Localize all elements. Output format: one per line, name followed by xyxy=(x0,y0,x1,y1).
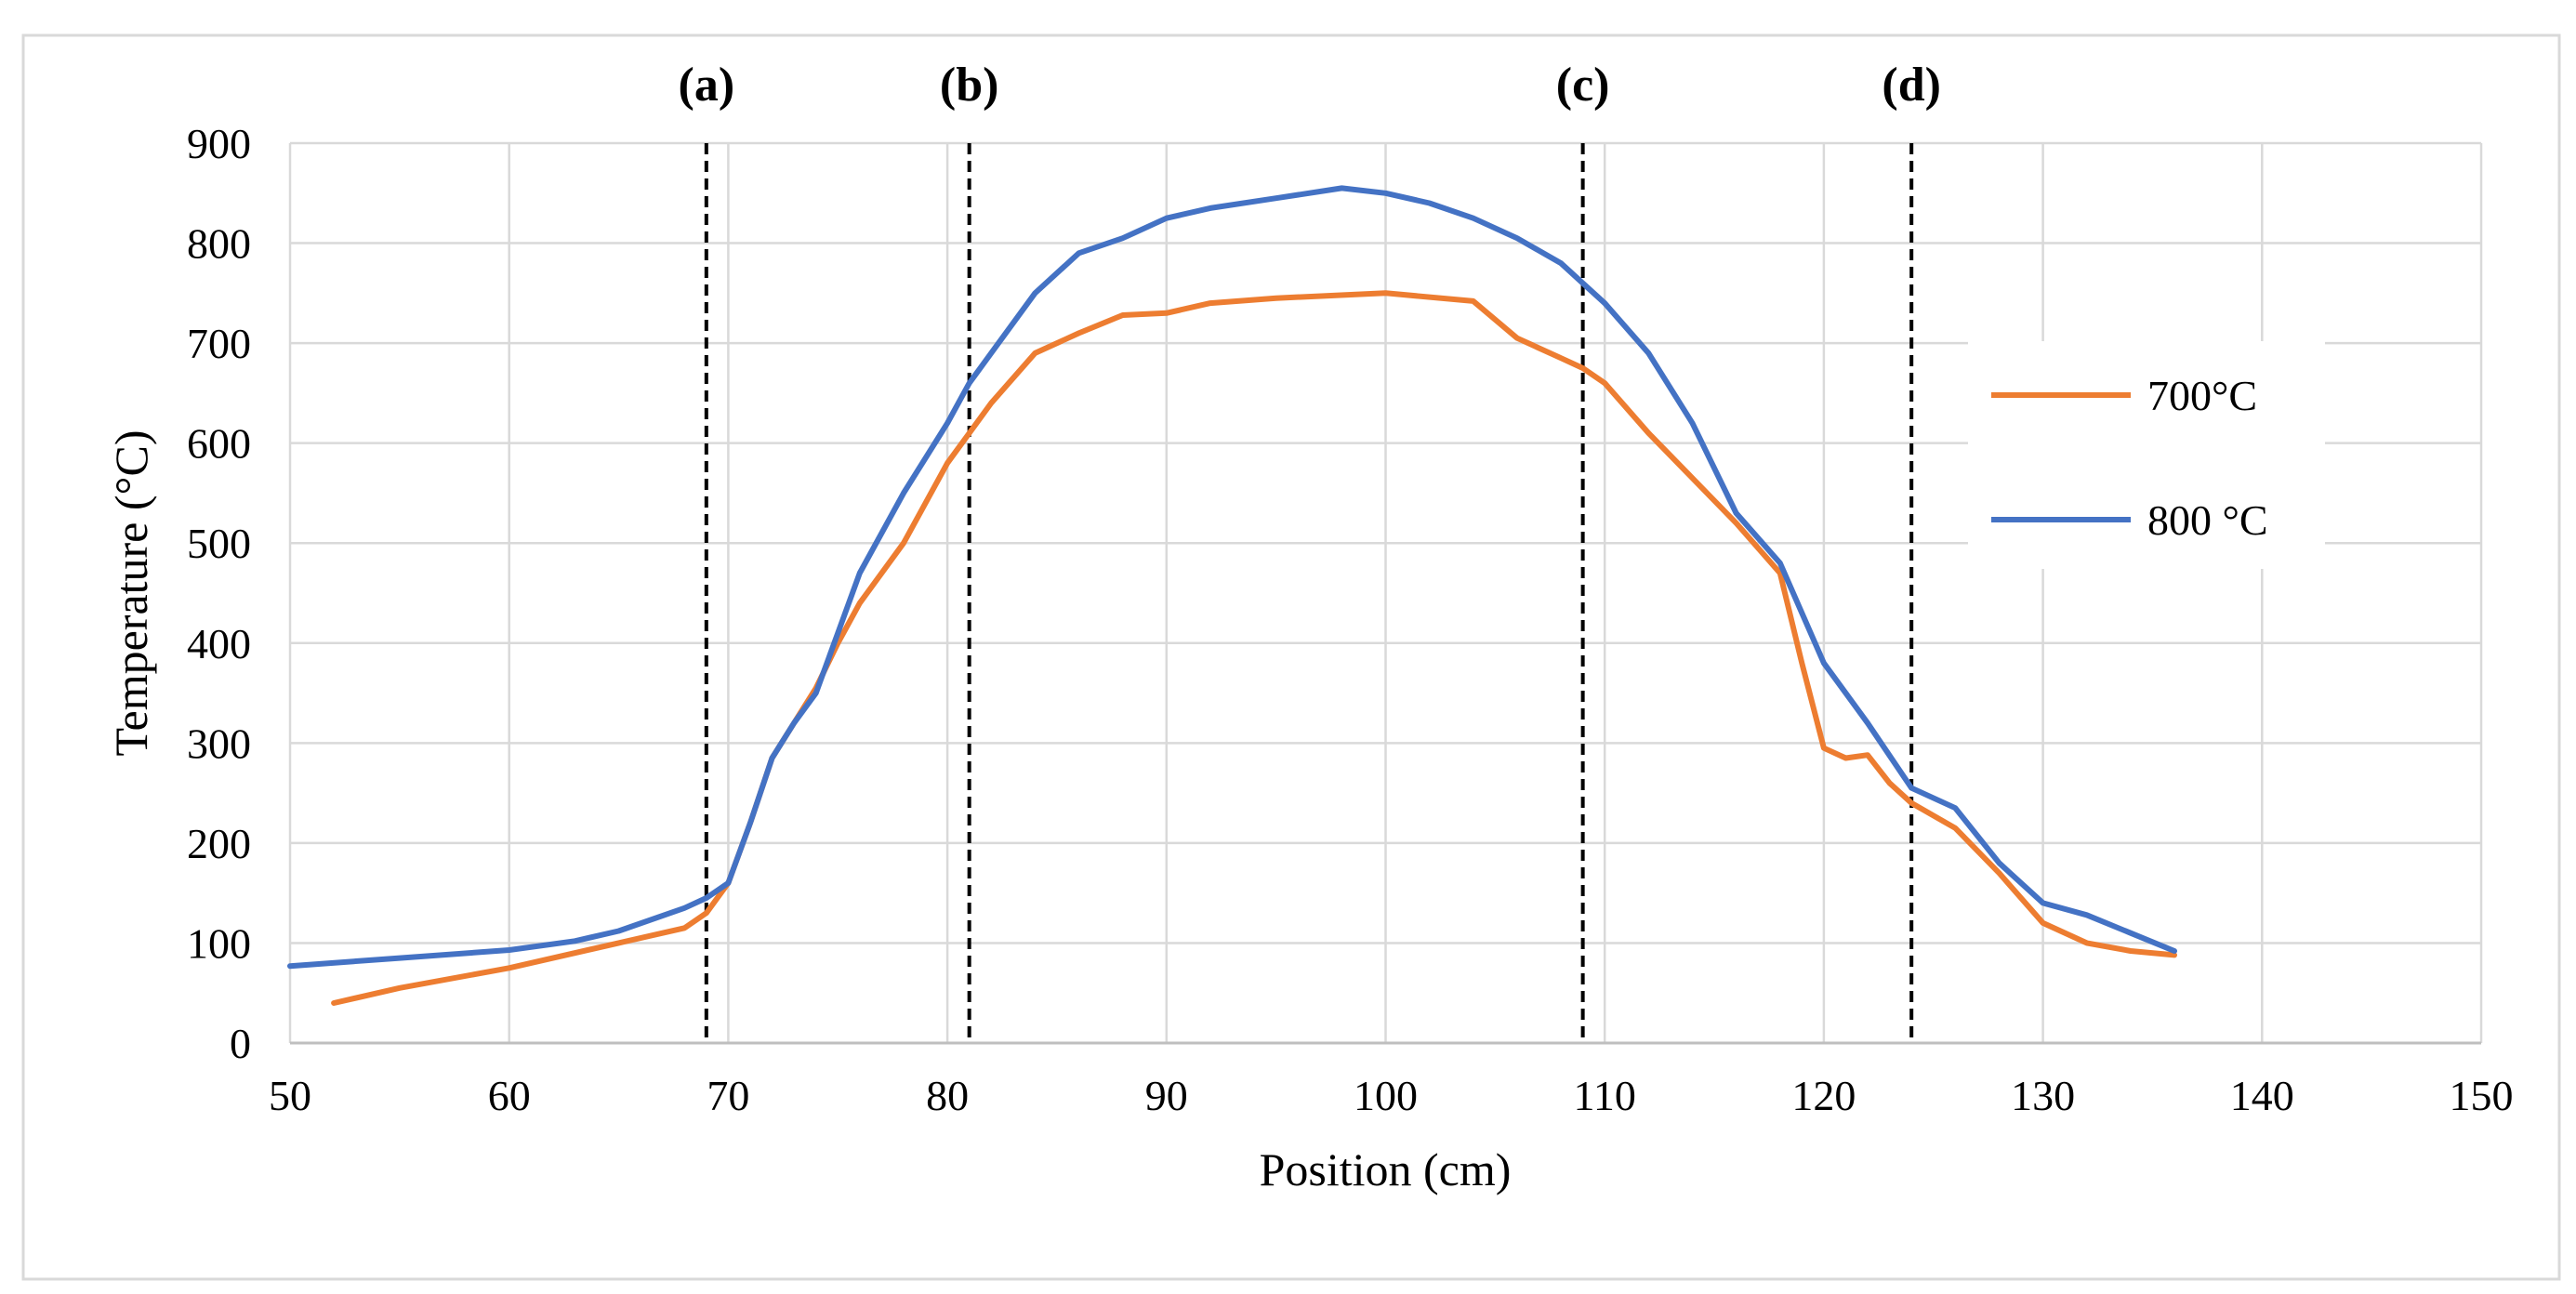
y-tick-label: 500 xyxy=(187,520,251,567)
series-line-1 xyxy=(287,185,2177,970)
x-axis-label: Position (cm) xyxy=(1260,1143,1512,1195)
legend-label: 800 °C xyxy=(2147,496,2268,544)
legend-box xyxy=(1968,341,2325,569)
y-tick-label: 800 xyxy=(187,220,251,268)
marker-lines: (a) (b) (c) (d) xyxy=(679,59,1941,1043)
y-tick-label: 0 xyxy=(230,1020,251,1067)
series-lines xyxy=(287,185,2177,1006)
x-tick-label: 80 xyxy=(926,1072,969,1119)
x-tick-label: 100 xyxy=(1354,1072,1418,1119)
y-tick-label: 900 xyxy=(187,120,251,167)
y-tick-label: 200 xyxy=(187,820,251,867)
marker-label: (c) xyxy=(1556,59,1610,112)
y-tick-label: 100 xyxy=(187,919,251,967)
x-tick-label: 110 xyxy=(1574,1072,1636,1119)
y-tick-label: 300 xyxy=(187,720,251,767)
x-tick-label: 120 xyxy=(1791,1072,1856,1119)
x-tick-label: 90 xyxy=(1145,1072,1188,1119)
x-tick-label: 50 xyxy=(269,1072,311,1119)
marker-label: (b) xyxy=(940,59,999,112)
tick-labels: 50 60 70 80 90 100 110 120 130 140 150 0 100 200 300 40… xyxy=(187,120,2514,1119)
marker-label: (a) xyxy=(679,59,735,112)
marker-label: (d) xyxy=(1882,59,1941,112)
legend: 700°C 800 °C xyxy=(1968,341,2325,569)
x-tick-label: 60 xyxy=(488,1072,531,1119)
x-tick-label: 150 xyxy=(2450,1072,2514,1119)
x-tick-label: 70 xyxy=(707,1072,749,1119)
y-tick-label: 400 xyxy=(187,620,251,667)
y-tick-label: 700 xyxy=(187,320,251,367)
chart-frame xyxy=(21,33,2561,1281)
y-axis-label: Temperature (°C) xyxy=(105,429,157,756)
x-tick-label: 130 xyxy=(2011,1072,2075,1119)
y-tick-label: 600 xyxy=(187,420,251,468)
legend-label: 700°C xyxy=(2147,372,2257,419)
x-tick-label: 140 xyxy=(2230,1072,2294,1119)
